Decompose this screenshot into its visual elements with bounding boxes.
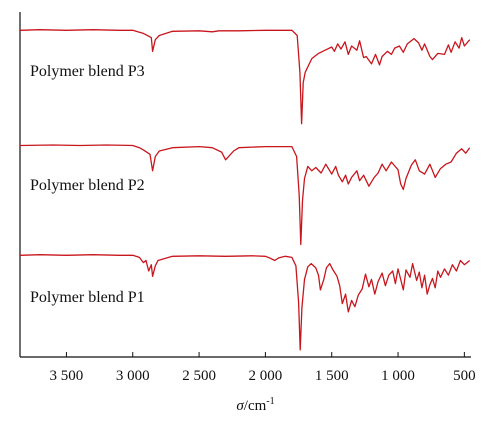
x-tick-label: 2 000 <box>249 368 283 384</box>
series-line-p2 <box>19 144 471 246</box>
x-axis-label-exp: -1 <box>266 396 274 407</box>
series-label-p3: Polymer blend P3 <box>30 63 145 80</box>
series-group: Polymer blend P3 Polymer blend P2 Polymer … <box>19 29 471 351</box>
series-label-p1: Polymer blend P1 <box>30 289 145 306</box>
x-tick-label: 500 <box>453 368 476 384</box>
series-line-p1 <box>19 254 471 351</box>
x-tick-label: 1 500 <box>315 368 349 384</box>
x-axis-label: σ/cm-1 <box>236 396 274 414</box>
x-axis-label-symbol: σ <box>236 398 244 414</box>
x-ticks: 3 500 3 000 2 500 2 000 1 500 1 000 500 <box>50 352 476 384</box>
x-tick-label: 3 000 <box>116 368 150 384</box>
x-axis-label-unit: /cm <box>244 398 267 414</box>
x-tick-label: 1 000 <box>381 368 415 384</box>
axes-frame <box>19 12 471 358</box>
series-line-p3 <box>19 29 471 125</box>
x-tick-label: 3 500 <box>50 368 84 384</box>
x-tick-label: 2 500 <box>182 368 216 384</box>
series-label-p2: Polymer blend P2 <box>30 177 145 194</box>
